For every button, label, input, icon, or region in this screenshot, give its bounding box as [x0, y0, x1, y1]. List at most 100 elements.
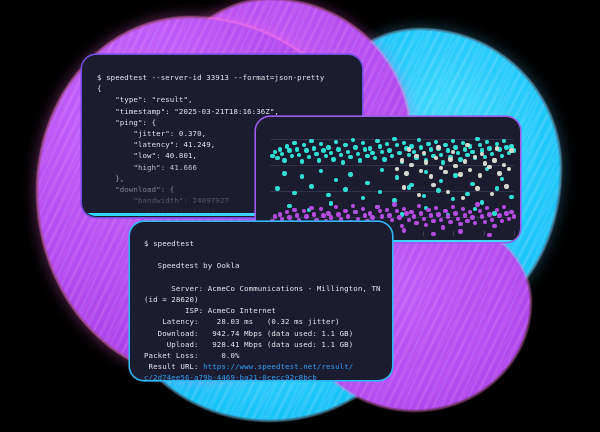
chart-point-upload — [314, 217, 319, 222]
speed-scatter-chart-card[interactable] — [256, 117, 520, 242]
result-isp-row: ISP: AcmeCo Internet — [144, 306, 276, 316]
result-url-link-part2[interactable]: c/2d74ee56-a79b-4469-ba21-0cecc92c8bcb — [144, 373, 317, 380]
chart-point-download — [499, 176, 504, 181]
result-latency-row: Latency: 28.03 ms (0.32 ms jitter) — [144, 317, 340, 327]
chart-point-upload — [433, 205, 439, 211]
chart-point-upload — [270, 218, 275, 224]
chart-point-download — [470, 181, 475, 187]
chart-point-download — [309, 184, 314, 189]
chart-point-upload — [487, 232, 492, 238]
chart-point-upload — [455, 216, 461, 221]
chart-point-download — [504, 145, 509, 150]
chart-point-upload — [445, 214, 451, 219]
chart-point-upload — [484, 205, 490, 211]
chart-point-download — [316, 158, 321, 163]
result-terminal-text: $ speedtest Speedtest by Ookla Server: A… — [130, 222, 392, 380]
result-command: $ speedtest — [144, 239, 195, 248]
chart-point-upload — [370, 215, 375, 220]
chart-point-download — [277, 147, 282, 152]
chart-point-download — [343, 187, 348, 192]
chart-point-upload — [482, 219, 487, 225]
result-title: Speedtest by Ookla — [144, 261, 240, 271]
chart-point-latency — [433, 156, 439, 161]
chart-point-download — [301, 143, 307, 148]
chart-point-download — [467, 144, 473, 149]
chart-point-download — [355, 151, 361, 157]
result-packetloss-row: Packet Loss: 0.0% — [144, 351, 240, 361]
chart-point-upload — [309, 205, 314, 211]
chart-point-download — [480, 200, 485, 205]
chart-point-upload — [343, 208, 348, 214]
chart-point-download — [338, 152, 343, 158]
chart-point-upload — [387, 213, 392, 218]
chart-point-upload — [321, 213, 326, 218]
chart-point-latency — [421, 150, 426, 156]
chart-point-upload — [365, 218, 370, 224]
chart-point-download — [326, 145, 331, 150]
chart-point-download — [394, 175, 400, 180]
chart-point-latency — [506, 166, 512, 172]
chart-point-upload — [338, 216, 343, 221]
chart-point-upload — [477, 208, 483, 214]
chart-point-download — [438, 178, 443, 184]
chart-point-download — [387, 148, 392, 153]
chart-point-upload — [380, 214, 385, 219]
chart-point-download — [409, 183, 414, 188]
chart-point-download — [326, 192, 331, 198]
chart-point-upload — [301, 208, 307, 214]
chart-point-upload — [292, 207, 297, 213]
chart-point-upload — [280, 216, 285, 221]
chart-point-download — [492, 211, 497, 216]
chart-point-upload — [458, 229, 463, 234]
chart-point-latency — [477, 173, 483, 178]
chart-point-upload — [460, 206, 465, 212]
chart-point-latency — [509, 148, 514, 153]
chart-x-tick — [453, 231, 454, 236]
chart-point-download — [494, 186, 500, 191]
chart-point-upload — [511, 214, 517, 219]
chart-point-upload — [443, 208, 448, 214]
chart-point-download — [380, 149, 385, 154]
chart-point-download — [406, 152, 412, 158]
chart-point-upload — [277, 212, 282, 217]
chart-point-upload — [453, 211, 458, 216]
chart-point-upload — [284, 210, 290, 215]
chart-point-download — [433, 139, 439, 145]
chart-point-upload — [333, 204, 339, 210]
chart-gridline — [270, 216, 514, 218]
chart-point-upload — [355, 216, 361, 221]
chart-point-latency — [453, 163, 458, 168]
chart-point-download — [331, 157, 336, 162]
chart-point-download — [292, 190, 297, 195]
chart-point-upload — [419, 211, 424, 216]
chart-point-upload — [272, 214, 278, 219]
chart-point-upload — [297, 217, 302, 222]
chart-gridline — [270, 190, 514, 192]
chart-point-download — [353, 145, 358, 150]
chart-point-upload — [360, 206, 365, 212]
result-url-link-part1[interactable]: https://www.speedtest.net/result/ — [203, 362, 354, 372]
chart-point-upload — [348, 219, 353, 225]
chart-point-download — [416, 137, 422, 143]
chart-point-download — [287, 203, 292, 208]
chart-point-download — [484, 139, 490, 145]
chart-point-download — [311, 146, 317, 151]
chart-point-upload — [431, 231, 436, 237]
result-download-row: Download: 942.74 Mbps (data used: 1.1 GB… — [144, 328, 354, 338]
chart-point-upload — [414, 220, 419, 226]
chart-point-upload — [509, 210, 514, 215]
chart-point-latency — [482, 161, 487, 166]
scatter-chart-inner — [256, 117, 520, 242]
result-output-terminal-card[interactable]: $ speedtest Speedtest by Ookla Server: A… — [130, 222, 392, 380]
chart-point-upload — [492, 224, 497, 229]
chart-point-upload — [494, 207, 500, 213]
chart-point-download — [453, 145, 458, 150]
chart-point-download — [406, 185, 412, 190]
chart-x-tick — [422, 231, 424, 236]
chart-gridline — [270, 138, 514, 140]
chart-point-upload — [336, 212, 341, 217]
chart-point-download — [394, 143, 400, 148]
chart-point-download — [436, 188, 441, 193]
chart-point-download — [499, 153, 504, 159]
